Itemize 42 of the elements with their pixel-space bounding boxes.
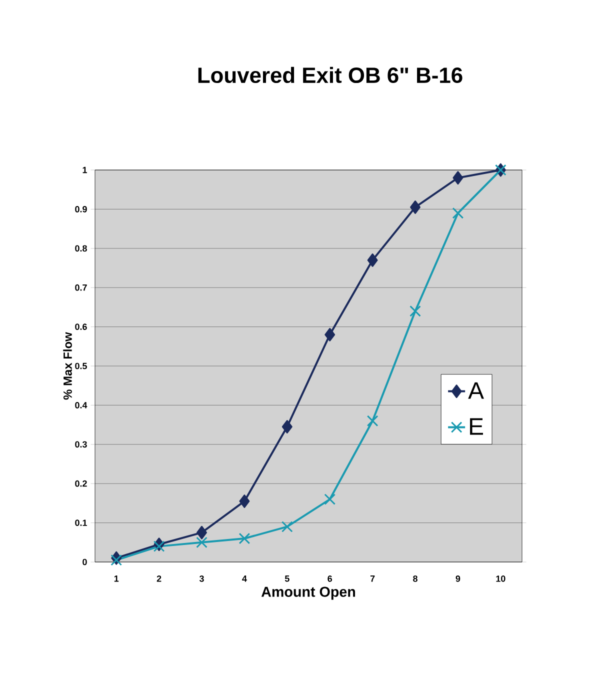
y-tick-label: 0.8 [75, 245, 87, 252]
x-tick-label: 7 [370, 576, 375, 582]
x-tick-label: 4 [242, 576, 247, 582]
y-tick-label: 0.6 [75, 324, 87, 330]
y-tick-label: 0.5 [75, 362, 87, 370]
point [452, 207, 464, 219]
y-tick-label: 0.3 [75, 441, 87, 448]
point [410, 305, 421, 317]
y-tick-label: 0.7 [75, 284, 87, 291]
chart-title: Louvered Exit OB 6" B-16 [198, 66, 462, 84]
legend-label: E [470, 418, 483, 435]
x-tick-label: 2 [156, 576, 162, 582]
point [324, 494, 336, 505]
x-tick-label: 5 [284, 576, 290, 582]
point [324, 328, 336, 342]
x-tick-label: 3 [199, 576, 204, 582]
point [282, 420, 292, 434]
x-tick-label: 6 [328, 576, 332, 582]
y-tick-label: 0.1 [75, 520, 87, 526]
point [196, 526, 207, 540]
x-tick-label: 8 [413, 576, 418, 582]
x-tick-label: 1 [114, 576, 119, 582]
point [239, 494, 250, 508]
y-tick-label: 0.9 [75, 206, 87, 212]
point [238, 532, 250, 544]
x-axis-title: Amount Open [261, 586, 356, 600]
point [153, 540, 165, 552]
y-tick-label: 0 [82, 558, 87, 566]
point [410, 200, 420, 214]
point [452, 171, 464, 185]
point [366, 415, 378, 427]
x-tick-label: 9 [456, 576, 460, 582]
y-axis-title: % Max Flow [63, 332, 72, 400]
x-tick-label: 10 [496, 576, 506, 582]
point [196, 536, 208, 548]
y-tick-label: 1 [82, 166, 87, 174]
point [281, 521, 293, 532]
point [367, 253, 378, 267]
point [110, 554, 122, 566]
legend-label: A [468, 382, 484, 399]
y-tick-label: 0.2 [75, 480, 87, 487]
y-tick-label: 0.4 [75, 402, 88, 408]
